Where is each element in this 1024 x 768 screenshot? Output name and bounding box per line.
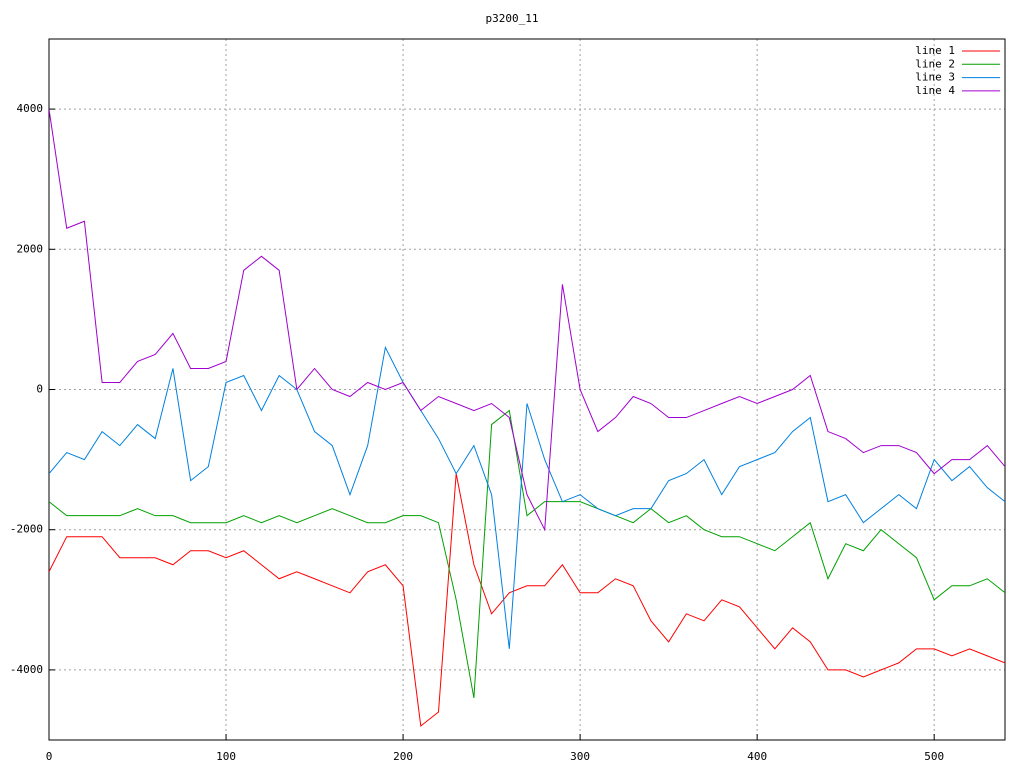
data-line (49, 409, 1005, 699)
x-tick-label: 100 (216, 750, 236, 763)
data-line (49, 109, 1005, 532)
y-tick-label: -2000 (10, 523, 43, 536)
x-tick-label: 200 (393, 750, 413, 763)
data-line (49, 345, 1005, 649)
plot-area (49, 109, 1005, 727)
y-tick-label: 0 (36, 383, 43, 396)
legend-label: line 1 (915, 44, 955, 57)
x-tick-label: 0 (46, 750, 53, 763)
x-tick-label: 400 (747, 750, 767, 763)
x-tick-label: 300 (570, 750, 590, 763)
data-line (49, 473, 1005, 727)
chart-title: p3200_11 (486, 12, 539, 25)
legend-label: line 2 (915, 57, 955, 70)
legend-label: line 3 (915, 71, 955, 84)
x-tick-label: 500 (924, 750, 944, 763)
y-tick-label: 4000 (17, 102, 44, 115)
plot-frame (48, 38, 1006, 741)
y-tick-label: -4000 (10, 663, 43, 676)
y-tick-label: 2000 (17, 242, 44, 255)
legend-label: line 4 (915, 84, 955, 97)
